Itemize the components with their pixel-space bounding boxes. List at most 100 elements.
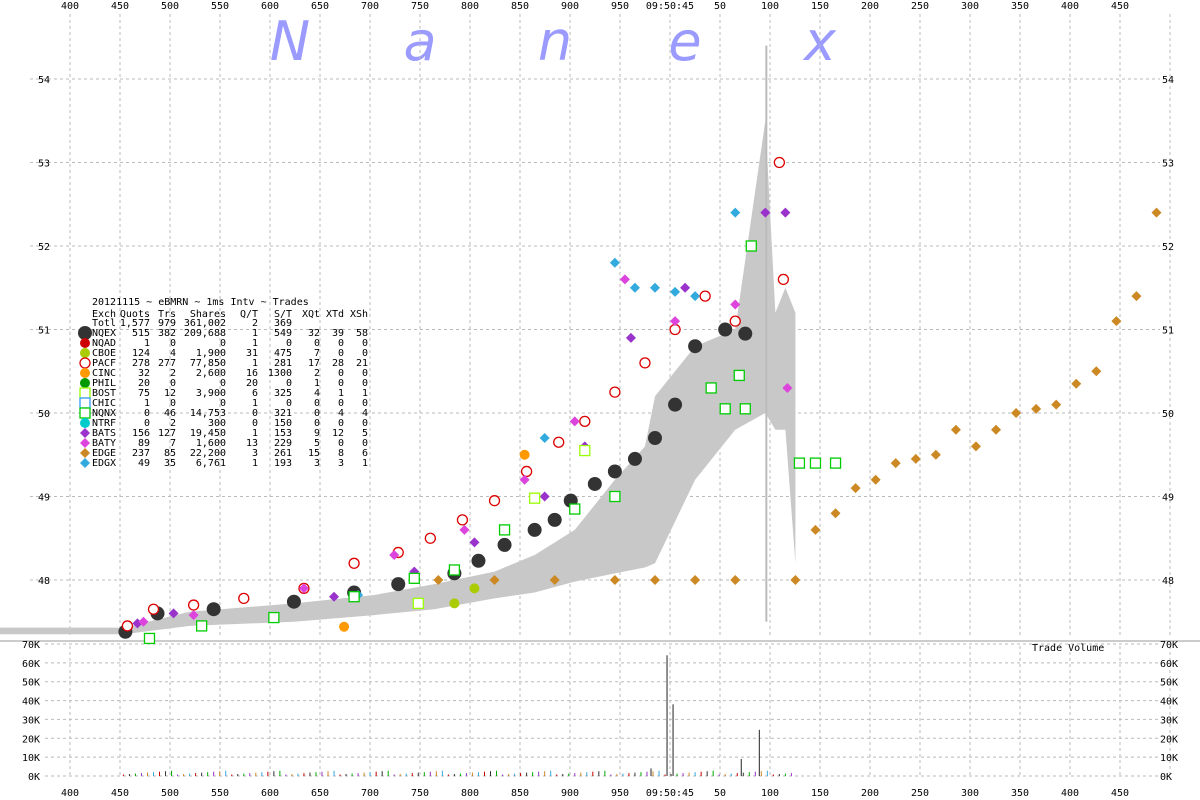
time-center-label: 09:50:45 [646, 788, 694, 799]
time-tick-label: 450 [1111, 788, 1129, 799]
legend-cell: 0 [252, 418, 258, 429]
trade-marker-pacf [579, 415, 591, 428]
legend-cell: 0 [170, 378, 176, 389]
legend-cell: 0 [338, 368, 344, 379]
time-tick-label: 400 [1061, 1, 1079, 12]
legend-cell: 4 [338, 408, 344, 419]
trade-marker-edge [991, 424, 1002, 435]
trade-marker-pacf [699, 290, 711, 302]
legend-header-cell: Q/T [240, 309, 258, 320]
trade-marker-nqnx [809, 457, 822, 469]
trade-markers [78, 156, 1162, 645]
time-tick-label: 300 [961, 788, 979, 799]
legend-header-cell: XSh [350, 309, 368, 320]
time-tick-label: 700 [361, 1, 379, 12]
trade-marker-edge [1051, 399, 1062, 410]
legend-header-cell: S/T [274, 309, 292, 320]
trade-marker-baty [389, 549, 400, 560]
nbbo-spread [0, 120, 796, 635]
legend-cell: 0 [338, 438, 344, 449]
legend-cell: 0 [252, 408, 258, 419]
price-tick-label-left: 51 [38, 326, 50, 337]
time-tick-label: 250 [911, 1, 929, 12]
watermark-letter: N [270, 10, 310, 73]
trade-marker-edgx [650, 282, 660, 293]
legend-cell: NQAD [92, 338, 116, 349]
volume-tick-label-left: 20K [22, 734, 40, 745]
trade-marker-pacf [424, 532, 436, 544]
time-tick-label: 350 [1011, 788, 1029, 799]
legend-cell: 46 [164, 408, 176, 419]
trade-marker-nqnx [733, 369, 745, 382]
trade-marker-nqnx [793, 457, 806, 469]
legend-cell: 4 [314, 388, 320, 399]
trade-marker-baty [782, 382, 793, 393]
volume-axis-label: Trade Volume [1032, 643, 1104, 654]
time-tick-label: 850 [511, 1, 529, 12]
trade-marker-edge [489, 575, 500, 585]
price-tick-label-right: 48 [1162, 576, 1174, 587]
legend: 20121115 ~ eBMRN ~ 1ms Intv ~ TradesExch… [92, 297, 368, 469]
price-tick-label-right: 54 [1162, 75, 1174, 86]
legend-cell: 261 [274, 448, 292, 459]
legend-header-cell: XTd [326, 309, 344, 320]
time-tick-label: 900 [561, 1, 579, 12]
legend-cell: 549 [274, 328, 292, 339]
volume-tick-label-right: 10K [1160, 753, 1178, 764]
legend-cell: 0 [144, 408, 150, 419]
legend-cell: 0 [362, 438, 368, 449]
legend-cell: 1300 [268, 368, 292, 379]
legend-cell: 321 [274, 408, 292, 419]
spread-area [0, 120, 796, 635]
legend-cell: BOST [92, 388, 116, 399]
trade-marker-nqex [718, 322, 733, 337]
trade-marker-bats [168, 608, 179, 619]
legend-cell: 0 [220, 398, 226, 409]
legend-header-cell: Trs [158, 309, 176, 320]
legend-marker [80, 428, 90, 438]
legend-total-cell: 979 [158, 318, 176, 329]
legend-cell: 3 [314, 458, 320, 469]
legend-cell: 1 [144, 338, 150, 349]
legend-cell: 32 [138, 368, 150, 379]
legend-cell: 515 [132, 328, 150, 339]
legend-cell: BATS [92, 428, 116, 439]
trade-marker-edge [950, 424, 961, 435]
legend-cell: CINC [92, 368, 116, 379]
trade-marker-edge [1091, 366, 1102, 377]
legend-cell: 0 [362, 398, 368, 409]
time-tick-label: 400 [61, 788, 79, 799]
volume-tick-label-left: 30K [22, 715, 40, 726]
legend-cell: 0 [314, 398, 320, 409]
volume-tick-label-left: 50K [22, 678, 40, 689]
volume-tick-label-left: 70K [22, 640, 40, 651]
trade-marker-pacf [609, 386, 621, 398]
trade-marker-bats [780, 207, 791, 218]
trade-marker-edge [609, 575, 620, 585]
trade-marker-nqex [497, 537, 512, 552]
time-tick-label: 50 [714, 1, 726, 12]
legend-cell: 58 [356, 328, 368, 339]
trade-marker-pacf [729, 315, 741, 327]
trade-marker-baty [188, 610, 199, 621]
trade-marker-edge [1151, 207, 1162, 218]
legend-cell: 0 [220, 338, 226, 349]
legend-cell: 28 [332, 358, 344, 369]
legend-cell: 4 [362, 408, 368, 419]
legend-cell: 0 [338, 348, 344, 359]
legend-cell: 1 [252, 358, 258, 369]
time-tick-label: 950 [611, 788, 629, 799]
legend-cell: PHIL [92, 378, 116, 389]
legend-marker [80, 418, 90, 428]
trade-marker-nqnx [829, 457, 842, 469]
legend-cell: 3 [338, 458, 344, 469]
trade-marker-edge [549, 575, 560, 585]
legend-cell: 9 [314, 428, 320, 439]
price-tick-label-left: 54 [38, 75, 50, 86]
legend-cell: 3 [252, 448, 258, 459]
trade-marker-edge [790, 575, 801, 585]
time-tick-label: 50 [714, 788, 726, 799]
legend-cell: 4 [170, 348, 176, 359]
trade-marker-bats [469, 537, 480, 548]
trade-marker-nqnx [143, 632, 156, 645]
